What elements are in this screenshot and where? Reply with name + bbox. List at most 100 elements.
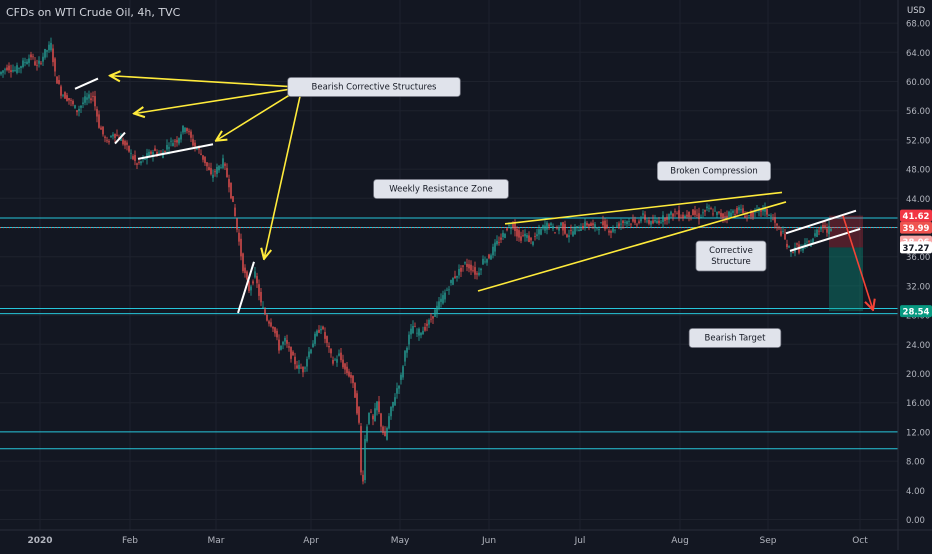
candle-body [546,222,548,230]
candle-body [44,48,46,58]
candle-body [0,71,2,75]
candle-body [586,223,588,226]
candle-body [750,211,752,217]
candle-body [614,229,616,231]
candle-body [260,291,262,303]
candle-body [412,325,414,334]
candle-body [34,61,36,66]
candle-body [778,227,780,229]
chart-title: CFDs on WTI Crude Oil, 4h, TVC [6,6,181,19]
stop-loss-zone [829,215,863,248]
candle-body [730,212,732,218]
candle-body [606,224,608,228]
candle-body [682,214,684,219]
candle-body [292,351,294,356]
candle-body [482,258,484,265]
candle-body [748,215,750,217]
candle-body [70,100,72,101]
candle-body [746,215,748,217]
candle-body [214,171,216,173]
callout-text: Broken Compression [670,167,757,177]
candle-body [584,221,586,228]
candle-body [92,95,94,97]
candle-body [300,367,302,369]
candle-body [144,158,146,160]
candle-body [576,226,578,227]
candle-body [74,105,76,109]
candle-body [138,162,140,163]
candle-body [380,413,382,427]
y-tick-label: 12.00 [906,428,930,438]
candle-body [426,323,428,326]
y-tick-label: 0.00 [906,516,925,526]
candle-body [664,218,666,221]
candle-body [704,210,706,212]
y-tick-label: 32.00 [906,282,930,292]
candle-body [48,44,50,51]
candle-body [444,292,446,300]
candle-body [718,211,720,213]
candle-body [286,340,288,344]
trend-line [114,131,126,145]
candle-body [524,233,526,237]
candle-body [436,305,438,314]
candle-body [742,208,744,214]
candle-body [408,334,410,345]
x-tick-label: 2020 [27,536,52,546]
candle-body [714,210,716,212]
y-tick-label: 16.00 [906,399,930,409]
candle-body [68,98,70,101]
candle-body [538,229,540,235]
candle-body [400,374,402,380]
candle-body [796,243,798,245]
candle-body [348,371,350,377]
candle-body [296,365,298,369]
candle-body [612,227,614,232]
candle-body [76,110,78,113]
candle-body [24,62,26,63]
candle-body [514,223,516,231]
candle-body [630,223,632,225]
candle-body [170,140,172,142]
candle-body [660,221,662,223]
candle-body [134,155,136,161]
candle-body [764,207,766,212]
candle-body [54,58,56,72]
candle-body [814,233,816,237]
candle-body [350,374,352,378]
candle-body [234,207,236,217]
candle-body [346,366,348,373]
candle-body [696,214,698,216]
candle-body [822,225,824,227]
candle-body [636,224,638,226]
candle-body [56,76,58,84]
x-tick-label: Apr [303,536,319,546]
candle-body [4,69,6,71]
candle-body [788,246,790,248]
candle-body [42,56,44,62]
candle-body [150,151,152,154]
callout-box [373,179,509,199]
candle-body [552,226,554,229]
candle-body [82,102,84,105]
candle-body [240,238,242,257]
candle-body [108,141,110,143]
candle-body [690,215,692,217]
price-label: 39.99 [903,224,930,234]
candle-body [96,109,98,117]
candle-body [518,230,520,238]
candle-body [276,330,278,338]
candle-body [352,375,354,384]
y-tick-label: 20.00 [906,370,930,380]
candle-body [160,152,162,154]
candle-body [484,261,486,263]
candle-body [200,153,202,155]
candle-body [658,220,660,224]
candle-body [648,219,650,224]
trend-line [237,261,255,314]
candle-body [28,58,30,63]
candle-body [232,196,234,202]
candle-body [148,151,150,157]
